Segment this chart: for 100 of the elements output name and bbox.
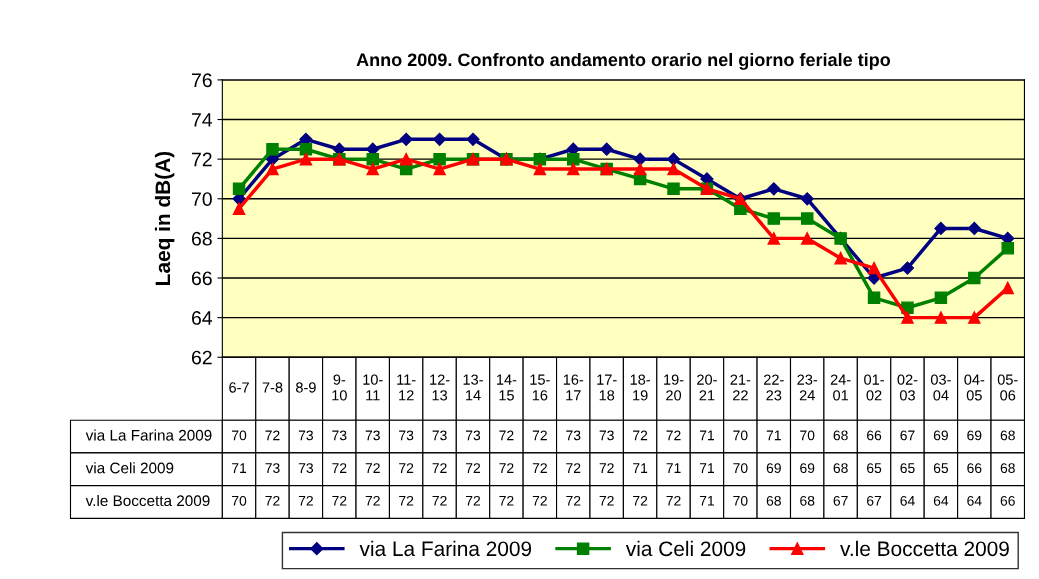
data-label: 72 (265, 495, 280, 506)
data-label: 69 (933, 430, 948, 441)
data-label: 66 (867, 430, 882, 441)
x-tick-label: 8-9 (295, 382, 316, 393)
data-label: 72 (298, 495, 313, 506)
data-label: 67 (867, 495, 882, 506)
legend-label: v.le Boccetta 2009 (840, 540, 1009, 557)
data-label: 72 (633, 495, 648, 506)
x-tick-label: 10-11 (363, 374, 383, 401)
point (900, 261, 915, 275)
y-tick-label: 76 (191, 73, 212, 88)
data-label: 65 (867, 463, 882, 474)
x-tick-label: 02-03 (897, 374, 918, 401)
x-tick-label: 7-8 (262, 382, 283, 393)
x-tick-label: 6-7 (229, 382, 249, 393)
point (299, 142, 313, 156)
legend-label: via La Farina 2009 (359, 540, 532, 557)
point (867, 261, 881, 275)
point (433, 162, 446, 176)
point (834, 251, 847, 265)
data-label: 70 (800, 430, 815, 441)
point (1001, 242, 1014, 255)
data-label: 73 (365, 430, 380, 441)
point (232, 182, 246, 196)
text: via La Farina 2009 (85, 429, 212, 441)
point (399, 132, 413, 146)
data-label: 64 (967, 495, 982, 506)
point (633, 152, 647, 166)
point (968, 311, 981, 324)
data-label: 71 (232, 463, 247, 473)
data-label: 67 (833, 495, 848, 506)
y-tick-label: 74 (191, 113, 213, 127)
x-tick-label: 04-05 (964, 374, 985, 401)
data-label: 64 (900, 495, 915, 506)
data-label: 72 (633, 430, 648, 441)
x-tick-label: 05-06 (997, 374, 1018, 401)
data-label: 69 (800, 463, 815, 474)
data-label: 72 (399, 463, 414, 473)
data-label: 72 (432, 463, 447, 473)
point (633, 162, 647, 176)
data-label: 72 (666, 495, 681, 506)
x-tick-label: 11-12 (397, 374, 416, 401)
data-label: 70 (733, 495, 748, 506)
data-label: 70 (232, 430, 247, 441)
point (800, 232, 814, 245)
x-tick-label: 19-20 (664, 374, 684, 401)
x-tick-label: 24-01 (830, 374, 851, 401)
data-label: 68 (1000, 430, 1015, 441)
data-label: 72 (599, 495, 614, 506)
point (299, 152, 313, 166)
data-label: 72 (532, 463, 547, 473)
data-label: 64 (933, 495, 949, 506)
text: v.le Boccetta 2009 (85, 494, 210, 507)
x-tick-label: 16-17 (563, 374, 584, 401)
data-label: 68 (766, 495, 781, 506)
data-label: 68 (833, 430, 848, 441)
y-tick-label: 70 (191, 192, 212, 206)
point (767, 212, 781, 225)
point (466, 132, 480, 146)
point (901, 311, 914, 324)
data-label: 72 (432, 495, 447, 506)
data-label: 73 (465, 430, 481, 441)
point (867, 291, 881, 305)
data-label: 72 (265, 430, 280, 441)
data-label: 70 (733, 463, 748, 474)
point (232, 202, 246, 215)
y-tick-label: 66 (191, 271, 212, 286)
data-label: 72 (465, 463, 481, 473)
data-label: 72 (666, 430, 681, 441)
data-label: 68 (800, 495, 815, 506)
data-label: 72 (532, 495, 547, 506)
y-tick-label: 62 (191, 350, 212, 365)
y-tick-label: 72 (191, 152, 212, 167)
legend-label: via Celi 2009 (625, 540, 746, 557)
point (433, 152, 446, 166)
data-label: 72 (332, 495, 347, 506)
data-label: 72 (499, 463, 514, 473)
x-tick-label: 23-24 (797, 374, 818, 401)
data-label: 65 (933, 463, 949, 474)
point (266, 162, 279, 176)
data-label: 69 (766, 463, 781, 474)
data-label: 70 (733, 430, 748, 441)
point (667, 182, 680, 196)
data-label: 73 (566, 430, 581, 441)
data-label: 72 (332, 463, 347, 473)
data-label: 72 (532, 430, 547, 441)
data-label: 66 (967, 463, 982, 474)
data-label: 72 (399, 495, 414, 506)
data-label: 72 (365, 495, 380, 506)
point (767, 232, 781, 245)
data-label: 71 (699, 496, 714, 506)
data-label: 72 (599, 463, 614, 473)
point (967, 221, 981, 236)
data-label: 71 (766, 430, 781, 441)
point (667, 162, 680, 176)
point (934, 221, 948, 236)
point (800, 212, 814, 225)
data-label: 72 (566, 495, 581, 506)
point (767, 182, 781, 196)
point (1001, 281, 1014, 295)
